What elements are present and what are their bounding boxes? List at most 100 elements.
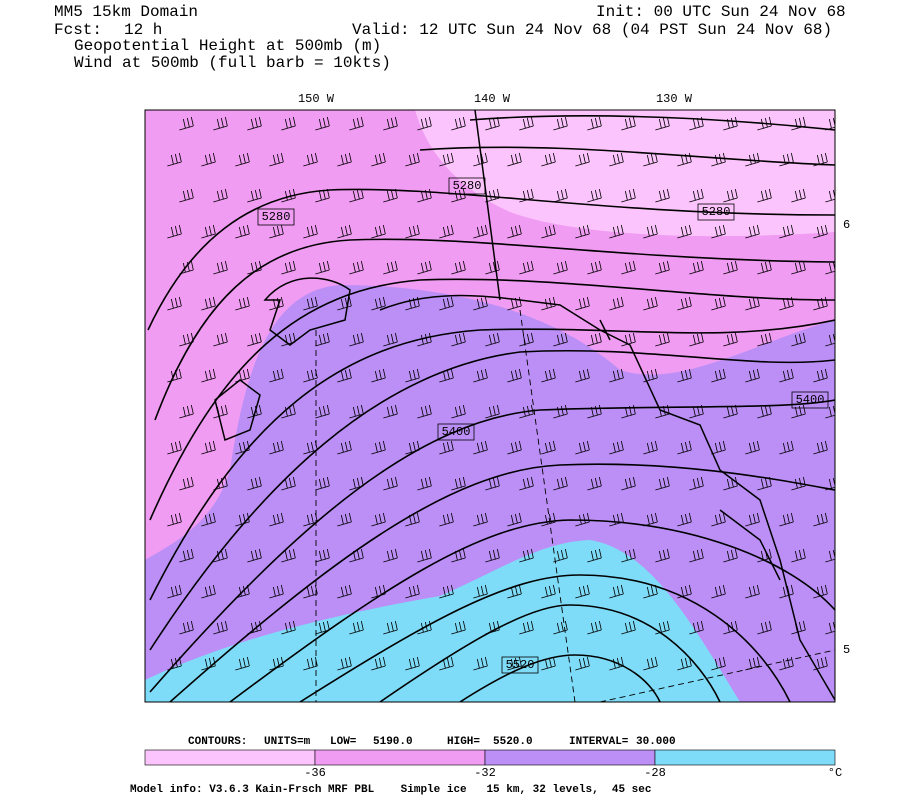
lon-label: 140 W — [474, 92, 511, 106]
wind-barb — [371, 368, 386, 383]
wind-barb — [451, 332, 466, 347]
wind-barb — [213, 188, 228, 203]
wind-barb — [689, 404, 704, 419]
wind-barb — [371, 656, 386, 671]
wind-barb — [281, 620, 296, 635]
wind-barb — [507, 152, 522, 167]
wind-barb — [281, 260, 296, 275]
colorbar-bin — [654, 749, 836, 766]
wind-barb — [655, 188, 670, 203]
wind-barb — [609, 656, 624, 671]
wind-barb — [507, 440, 522, 455]
wind-barb — [439, 368, 454, 383]
wind-barb — [575, 584, 590, 599]
wind-barb — [541, 296, 556, 311]
contour-label-box — [448, 177, 486, 195]
contour-label-box — [697, 203, 735, 221]
wind-barb — [689, 476, 704, 491]
wind-barb — [473, 224, 488, 239]
wind-barb — [519, 332, 534, 347]
wind-barb — [791, 260, 806, 275]
wind-barb — [711, 224, 726, 239]
wind-barb — [269, 368, 284, 383]
wind-barb — [349, 260, 364, 275]
wind-barb — [587, 188, 602, 203]
wind-barb — [655, 332, 670, 347]
wind-barb — [643, 296, 658, 311]
wind-barb — [315, 620, 330, 635]
contour-label-box — [437, 423, 475, 441]
model-info: Model info: V3.6.3 Kain-Frsch MRF PBL Si… — [130, 784, 652, 796]
wind-barb — [303, 512, 318, 527]
contour-label: 5400 — [442, 425, 471, 439]
wind-barb — [643, 152, 658, 167]
wind-barb — [711, 368, 726, 383]
wind-barb — [201, 440, 216, 455]
wind-barb — [485, 476, 500, 491]
wind-barb — [485, 332, 500, 347]
wind-barb — [689, 188, 704, 203]
wind-barb — [643, 440, 658, 455]
footer-contours: CONTOURS: — [188, 736, 247, 748]
wind-barb — [405, 224, 420, 239]
contour-label: 5280 — [702, 205, 731, 219]
wind-barb — [575, 224, 590, 239]
wind-barb — [655, 116, 670, 131]
wind-barb — [711, 152, 726, 167]
wind-barb — [235, 584, 250, 599]
wind-barb — [473, 656, 488, 671]
wind-barb — [791, 476, 806, 491]
contour-labels: 5280 5280 5280 5400 5400 5520 — [257, 177, 829, 674]
wind-barb — [201, 584, 216, 599]
wind-barb — [655, 404, 670, 419]
wind-barb — [825, 477, 835, 491]
wind-barb — [791, 188, 806, 203]
wind-barb — [655, 548, 670, 563]
contour — [149, 319, 835, 601]
fcst-hours: 12 h — [124, 21, 162, 39]
wind-barb — [315, 332, 330, 347]
wind-barb — [541, 656, 556, 671]
wind-barb — [247, 476, 262, 491]
wind-barb — [451, 116, 466, 131]
wind-barb — [383, 260, 398, 275]
wind-barb — [711, 656, 726, 671]
wind-barb — [473, 368, 488, 383]
wind-barb — [349, 404, 364, 419]
wind-barb — [723, 260, 738, 275]
wind-barb — [269, 224, 284, 239]
contour-label: 5280 — [453, 179, 482, 193]
wind-barb — [689, 332, 704, 347]
wind-barb — [745, 368, 760, 383]
map-frame — [144, 109, 836, 703]
wind-barb — [541, 512, 556, 527]
wind-barb — [541, 368, 556, 383]
wind-barb — [745, 656, 760, 671]
wind-barb — [485, 260, 500, 275]
wind-barb — [745, 512, 760, 527]
wind-barb — [587, 404, 602, 419]
wind-barb — [507, 584, 522, 599]
wind-barb — [791, 548, 806, 563]
wind-barb — [813, 440, 828, 455]
wind-barb — [201, 296, 216, 311]
wind-barb — [621, 116, 636, 131]
wind-barb — [303, 296, 318, 311]
wind-barb — [213, 116, 228, 131]
wind-barb — [609, 152, 624, 167]
wind-barb — [643, 512, 658, 527]
wind-barb — [179, 332, 194, 347]
wind-barb — [757, 476, 772, 491]
wind-barb — [405, 368, 420, 383]
wind-barb — [167, 296, 182, 311]
wind-barb — [825, 405, 835, 419]
wind-barb — [167, 512, 182, 527]
wind-barb — [247, 332, 262, 347]
wind-barb — [247, 548, 262, 563]
wind-barb — [451, 404, 466, 419]
wind-barb — [417, 548, 432, 563]
wind-barb — [417, 116, 432, 131]
contour — [299, 574, 791, 702]
wind-barb — [247, 188, 262, 203]
wind-barb — [745, 296, 760, 311]
